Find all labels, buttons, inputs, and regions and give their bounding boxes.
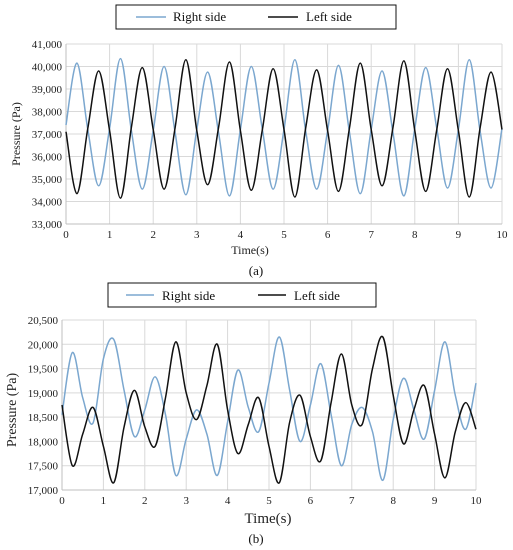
series-line-right-side [61,336,477,482]
y-tick-label: 41,000 [32,39,63,51]
y-axis-title: Pressure (Pa) [5,373,20,448]
x-tick-label: 3 [183,495,189,507]
x-tick-label: 3 [194,229,200,241]
legend-label-right-side: Right side [173,9,226,24]
x-tick-label: 4 [225,495,231,507]
x-tick-label: 1 [101,495,107,507]
y-tick-label: 20,500 [28,315,59,327]
legend-label-left-side: Left side [294,288,340,303]
caption-a: (a) [249,263,263,278]
y-axis-title: Pressure (Pa) [9,102,23,166]
x-tick-label: 8 [412,229,418,241]
legend-a: Right side Left side [115,4,397,30]
caption-b: (b) [248,531,263,546]
y-tick-label: 18,000 [28,436,59,448]
series-line-left-side [61,335,477,484]
y-tick-label: 17,000 [28,485,59,497]
x-tick-label: 10 [471,495,483,507]
x-tick-label: 5 [281,229,287,241]
x-tick-label: 2 [150,229,156,241]
y-tick-label: 33,000 [32,219,63,231]
y-tick-label: 34,000 [32,197,63,209]
y-tick-label: 37,000 [32,129,63,141]
x-axis-title: Time(s) [231,243,269,257]
y-tick-label: 19,500 [28,364,59,376]
y-tick-label: 18,500 [28,412,59,424]
x-tick-label: 5 [266,495,272,507]
y-tick-label: 17,500 [28,461,59,473]
x-tick-label: 9 [456,229,462,241]
plot-area-a: 0 1 2 3 4 5 6 7 8 9 10 33,000 34,000 35,000 36,000 37,0… [32,39,508,241]
y-tick-label: 38,000 [32,107,63,119]
y-tick-label: 35,000 [32,174,63,186]
y-tick-label: 36,000 [32,152,63,164]
legend-label-left-side: Left side [306,9,352,24]
y-tick-label: 39,000 [32,84,63,96]
y-tick-label: 40,000 [32,62,63,74]
chart-panel-b: Right side Left side 0 1 2 3 4 5 6 7 8 9 10 17,000 1… [5,282,482,546]
y-tick-label: 20,000 [28,339,59,351]
legend-b: Right side Left side [107,282,377,308]
x-tick-label: 1 [107,229,113,241]
x-tick-label: 2 [142,495,148,507]
x-tick-label: 9 [432,495,438,507]
plot-area-b: 0 1 2 3 4 5 6 7 8 9 10 17,000 17,500 18,000 18,500 19,0… [28,315,482,507]
x-tick-label: 4 [238,229,244,241]
x-tick-label: 6 [325,229,331,241]
y-tick-label: 19,000 [28,388,59,400]
legend-label-right-side: Right side [162,288,215,303]
x-tick-label: 0 [59,495,65,507]
x-tick-label: 6 [308,495,314,507]
x-tick-label: 7 [349,495,355,507]
chart-panel-a: Right side Left side 0 1 2 3 4 5 6 7 8 9 10 33,000 3… [9,4,508,278]
x-tick-label: 10 [497,229,509,241]
x-axis-title: Time(s) [245,511,292,527]
x-tick-label: 8 [390,495,396,507]
x-tick-label: 7 [368,229,374,241]
x-tick-label: 0 [63,229,69,241]
series-line-left-side [65,58,503,199]
